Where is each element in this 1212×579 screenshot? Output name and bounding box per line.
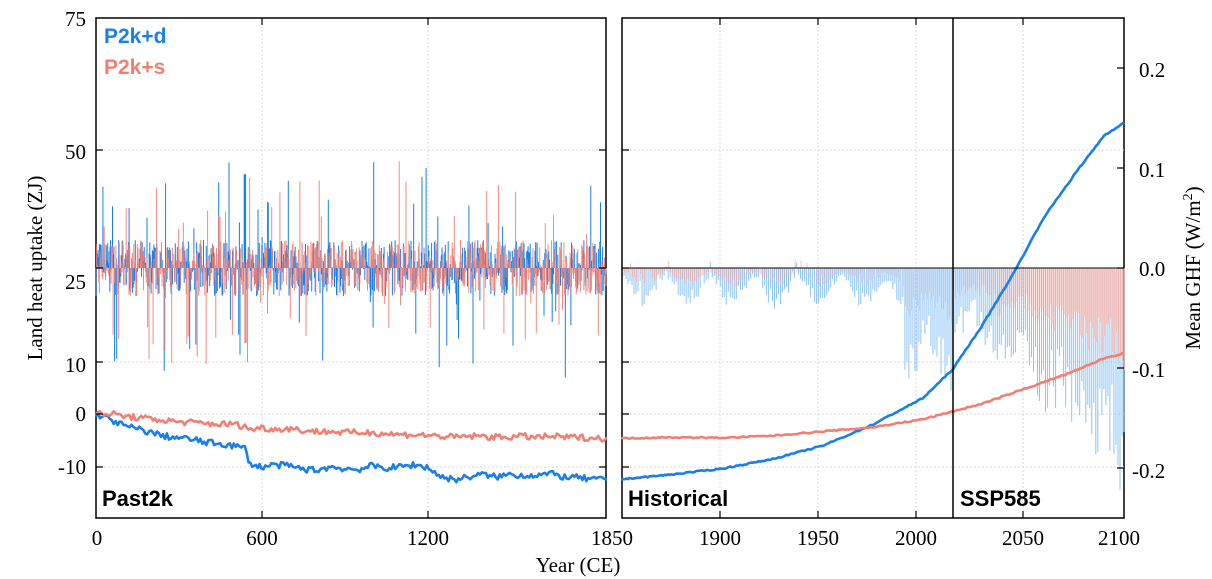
left-y-axis-label: Land heat uptake (ZJ)	[23, 176, 47, 361]
x-tick-1850: 1850	[591, 526, 633, 550]
legend: P2k+d P2k+s	[104, 25, 166, 79]
annual-flux-bars	[95, 161, 1125, 491]
right-tick-0.1: 0.1	[1139, 158, 1165, 182]
right-y-axis-label-sup: 2	[1181, 193, 1196, 200]
x-tick-2050: 2050	[1002, 526, 1044, 550]
x-tick-1200: 1200	[407, 526, 449, 550]
tick-mark-paths	[96, 18, 1124, 518]
panel-gap	[607, 16, 621, 520]
right-y-axis-label-main: Mean GHF (W/m	[1181, 200, 1205, 349]
legend-p2ks: P2k+s	[104, 56, 165, 79]
right-tick-minus0.1: -0.1	[1132, 358, 1165, 382]
right-y-tick-labels: 0.2 0.1 0.0 -0.1 -0.2	[1132, 58, 1165, 483]
cumulative-lines	[94, 16, 1125, 520]
left-tick-0: 0	[76, 402, 87, 426]
right-tick-0.2: 0.2	[1139, 58, 1165, 82]
right-tick-minus0.2: -0.2	[1132, 459, 1165, 483]
x-tick-2100: 2100	[1098, 526, 1140, 550]
left-tick-25: 25	[65, 270, 86, 294]
panel-label-past2k: Past2k	[102, 486, 174, 511]
x-tick-600: 600	[246, 526, 278, 550]
right-tick-0.0: 0.0	[1139, 257, 1165, 281]
left-tick-50: 50	[65, 140, 86, 164]
past2k-flux-p2ks	[96, 161, 607, 365]
left-tick-10: 10	[65, 353, 86, 377]
panel-label-ssp585: SSP585	[960, 486, 1041, 511]
x-axis-label: Year (CE)	[536, 553, 621, 577]
x-tick-2000: 2000	[895, 526, 937, 550]
x-tick-1900: 1900	[699, 526, 741, 550]
left-tick-75: 75	[65, 7, 86, 31]
cumulative-line-p2kd	[94, 121, 1125, 484]
x-tick-0: 0	[92, 526, 103, 550]
panel-label-historical: Historical	[628, 486, 728, 511]
modern-flux-p2ks	[606, 260, 1125, 370]
right-y-axis-label: Mean GHF (W/m2)	[1181, 186, 1205, 349]
tick-marks	[96, 18, 1124, 518]
left-y-tick-labels: 75 50 25 10 0 -10	[58, 7, 86, 479]
cumulative-line-p2ks	[95, 351, 1125, 443]
x-tick-1950: 1950	[797, 526, 839, 550]
x-tick-labels: 0 600 1200 1850 1900 1950 2000 2050 2100	[92, 526, 1140, 550]
right-y-axis-label-end: )	[1181, 186, 1205, 193]
legend-p2kd: P2k+d	[104, 25, 166, 48]
left-tick-minus10: -10	[58, 455, 86, 479]
